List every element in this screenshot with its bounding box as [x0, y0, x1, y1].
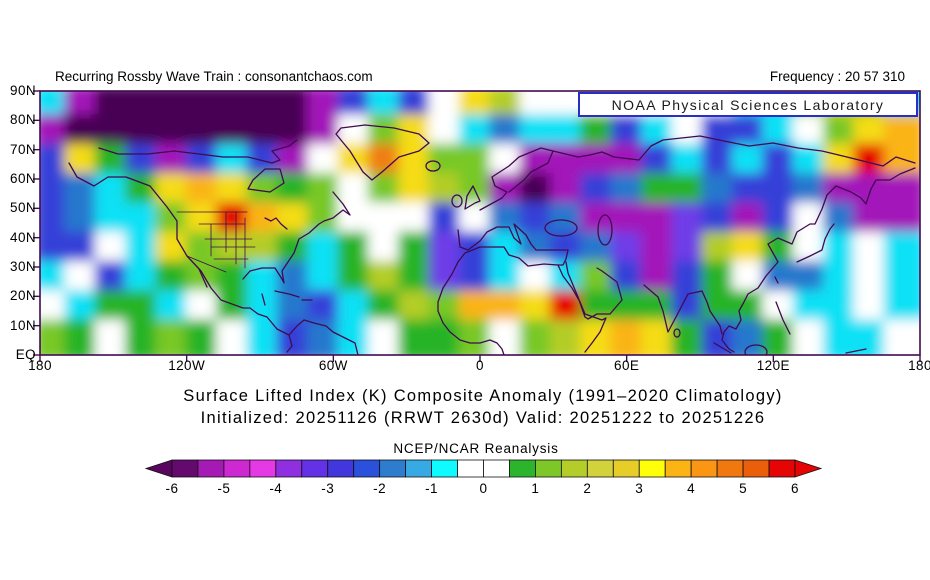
colorbar-segment: [249, 459, 277, 478]
colorbar-segment: [612, 459, 640, 478]
coast-black-sea: [544, 219, 578, 237]
colorbar-segment: [457, 459, 484, 478]
colorbar-segment: [171, 459, 199, 478]
lat-tick-label: 40N: [10, 229, 36, 245]
noaa-psl-watermark-text: NOAA Physical Sciences Laboratory: [611, 96, 885, 113]
colorbar-segment: [768, 459, 796, 478]
colorbar-segment: [223, 459, 251, 478]
coast-borneo: [744, 344, 768, 355]
coast-britain: [464, 185, 481, 210]
colorbar-tick-label: 5: [739, 481, 748, 496]
colorbar-tick-label: -1: [425, 481, 439, 496]
colorbar-tick-label: 1: [531, 481, 540, 496]
chart-subtitle: Initialized: 20251126 (RRWT 2630d) Valid…: [200, 409, 766, 427]
grid-cell: [883, 319, 920, 355]
lat-tick-label: 90N: [10, 83, 36, 98]
coast-india: [643, 284, 723, 335]
coast-arabia: [565, 261, 623, 320]
colorbar-segment: [301, 459, 329, 478]
colorbar-arrow-left: [144, 459, 173, 478]
coast-greenland: [335, 124, 430, 181]
colorbar-segment: [742, 459, 770, 478]
coast-great-lakes: [264, 217, 288, 230]
colorbar-segment: [197, 459, 225, 478]
colorbar-segment: [586, 459, 614, 478]
coast-sumatra: [713, 342, 732, 354]
colorbar-tick-label: 0: [479, 481, 488, 496]
colorbar-segment: [327, 459, 355, 478]
colorbar-arrow-right: [794, 459, 823, 478]
colorbar-segment: [560, 459, 588, 478]
lon-tick-label: 0: [476, 358, 484, 373]
axis-ticks: [33, 90, 921, 362]
plot-source-label: Recurring Rossby Wave Train : consonantc…: [55, 69, 373, 84]
coast-baja: [198, 268, 208, 288]
coast-hudson-bay: [247, 168, 285, 193]
coast-iceland: [425, 160, 441, 172]
colorbar-segment: [638, 459, 666, 478]
colorbar-segment: [353, 459, 381, 478]
colorbar-segment: [275, 459, 303, 478]
colorbar-segment: [664, 459, 692, 478]
colorbar-tick-label: -4: [269, 481, 283, 496]
coast-arctic-canada: [98, 139, 298, 164]
colorbar-tick-label: -3: [321, 481, 335, 496]
lat-tick-label: 70N: [10, 141, 36, 157]
colorbar-tick-label: -2: [373, 481, 387, 496]
coast-ireland: [451, 194, 463, 208]
coastlines: [68, 124, 916, 355]
colorbar-tick-label: 2: [583, 481, 592, 496]
coast-mediterranean: [457, 223, 569, 266]
contour-field: [40, 91, 920, 355]
lon-tick-label: 120W: [168, 358, 206, 373]
lon-tick-label: 60W: [318, 358, 348, 373]
lat-tick-label: 80N: [10, 112, 36, 128]
coast-south-america: [286, 319, 359, 355]
colorbar-title: NCEP/NCAR Reanalysis: [393, 441, 559, 456]
coast-north-america-east: [242, 191, 351, 284]
frequency-label: Frequency : 20 57 310: [769, 69, 905, 84]
lat-tick-label: 30N: [10, 259, 36, 274]
coast-east-asia: [721, 167, 916, 353]
coast-sri-lanka: [673, 328, 681, 338]
colorbar-segment: [405, 459, 432, 478]
colorbar-segment: [716, 459, 744, 478]
lat-tick-label: 10N: [10, 317, 36, 333]
coast-caspian-sea: [597, 214, 613, 246]
lat-tick-label: 20N: [10, 288, 36, 304]
colorbar-segment: [379, 459, 407, 478]
coast-cuba: [261, 290, 313, 306]
lat-tick-label: 60N: [10, 171, 36, 186]
coast-africa-east: [557, 264, 607, 353]
lon-tick-label: 180: [908, 358, 930, 373]
lat-tick-label: EQ: [15, 347, 36, 362]
colorbar: [144, 459, 823, 478]
colorbar-segment: [535, 459, 562, 478]
colorbar-tick-label: 3: [635, 481, 644, 496]
coast-new-guinea: [845, 348, 867, 354]
lat-tick-label: 50N: [10, 200, 36, 216]
colorbar-segment: [431, 459, 458, 478]
colorbar-tick-label: -6: [165, 481, 179, 496]
noaa-psl-watermark: NOAA Physical Sciences Laboratory: [578, 92, 918, 117]
coast-africa-west: [437, 246, 559, 355]
lon-tick-label: 60E: [614, 358, 640, 373]
lon-tick-label: 120E: [756, 358, 790, 373]
coast-philippines: [774, 276, 791, 335]
coast-siberia: [552, 135, 916, 167]
colorbar-tick-label: 6: [790, 481, 799, 496]
coast-europe-north: [479, 147, 554, 211]
colorbar-segment: [483, 459, 510, 478]
colorbar-segment: [509, 459, 536, 478]
colorbar-tick-label: 4: [687, 481, 696, 496]
lon-tick-label: 180: [28, 358, 52, 373]
chart-title: Surface Lifted Index (K) Composite Anoma…: [183, 387, 783, 405]
colorbar-tick-label: -5: [217, 481, 231, 496]
colorbar-segment: [690, 459, 718, 478]
us-state-borders: [176, 211, 256, 273]
coast-japan: [796, 223, 835, 263]
